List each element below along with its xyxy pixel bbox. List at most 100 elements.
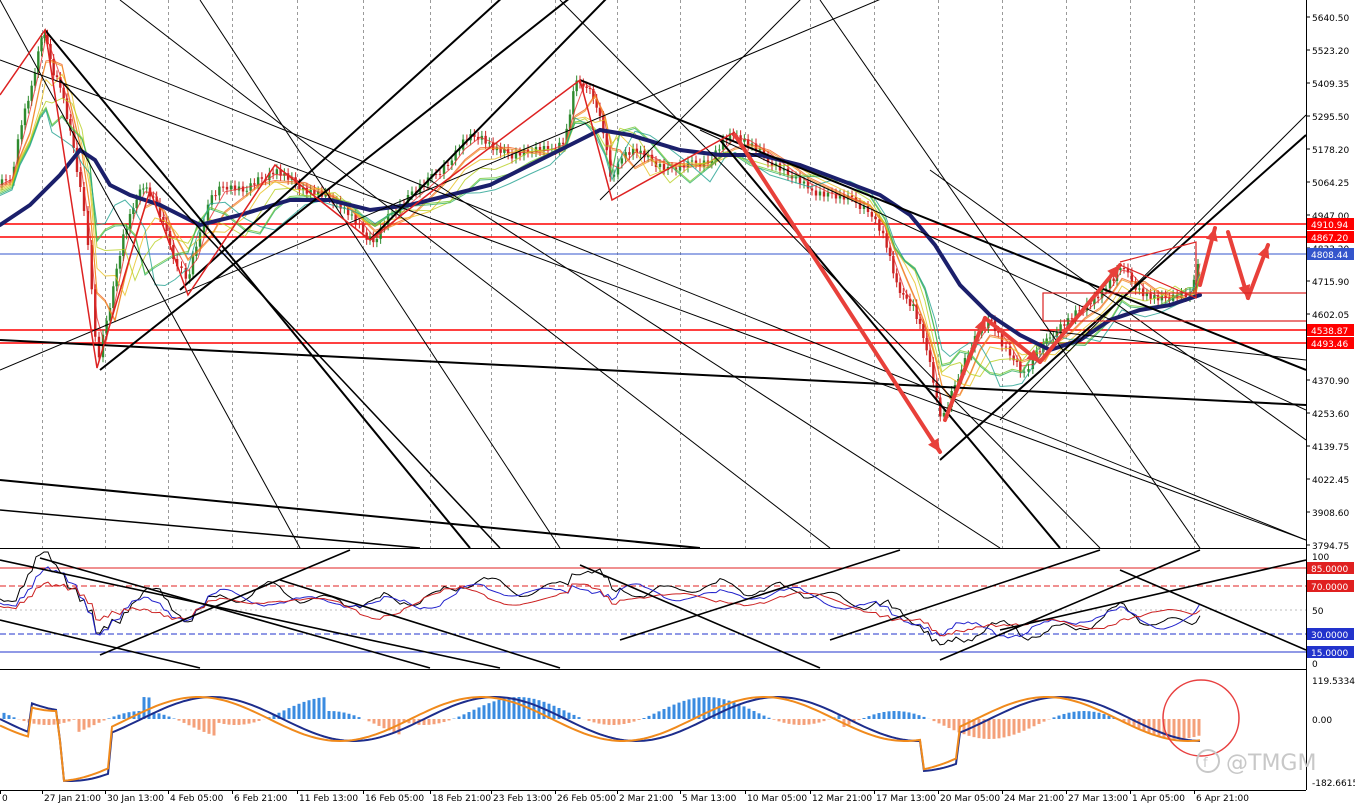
candle-body [1097,297,1099,299]
candle-body [663,164,665,170]
macd-histogram-bar [603,719,606,724]
time-tick-label: 30 Jan 13:00 [107,794,164,804]
macd-histogram-bar [788,719,791,724]
macd-histogram-bar [733,702,736,719]
candle-body [119,256,121,269]
macd-histogram-bar [653,714,656,719]
macd-histogram-bar [213,719,216,736]
macd-histogram-bar [613,719,616,725]
macd-histogram-bar [923,717,926,719]
macd-histogram-bar [228,719,231,725]
macd-histogram-bar [318,698,321,719]
candle-body [358,224,360,225]
candle-body [222,187,224,188]
macd-histogram-bar [93,719,96,725]
macd-histogram-bar [738,704,741,719]
candle-body [351,215,353,216]
candle-body [1009,347,1011,356]
price-tick-label: 4370.90 [1312,377,1349,387]
macd-histogram-bar [1083,711,1086,719]
macd-histogram-bar [253,719,256,722]
candle-body [27,101,29,109]
macd-histogram-bar [83,719,86,730]
macd-histogram-bar [888,711,891,719]
macd-histogram-bar [973,719,976,737]
price-tick-label: 4602.05 [1312,311,1349,321]
macd-histogram-bar [1073,712,1076,719]
candle-body [214,195,216,196]
macd-histogram-bar [903,712,906,719]
macd-histogram-bar [188,719,191,725]
price-tick-label: 5178.20 [1312,146,1349,156]
macd-histogram-bar [173,718,176,719]
candle-body [936,383,938,398]
macd-histogram-bar [203,719,206,732]
macd-histogram-bar [338,712,341,719]
macd-histogram-bar [218,719,221,723]
candle-body [1049,338,1051,339]
candle-body [257,177,259,185]
macd-histogram-bar [298,704,301,719]
macd-histogram-bar [943,719,946,726]
macd-histogram-bar [468,712,471,719]
oscillator-level-label: 70.0000 [1311,583,1348,593]
candle-body [1138,288,1140,289]
macd-histogram-bar [13,717,16,719]
macd-histogram-bar [48,719,51,725]
macd-histogram-bar [43,719,46,725]
macd-histogram-bar [1023,719,1026,731]
macd-histogram-bar [433,719,436,724]
macd-histogram-bar [538,700,541,719]
time-tick-label: 4 Feb 05:00 [170,794,224,804]
macd-histogram-bar [863,718,866,719]
candle-body [803,182,805,184]
candle-body [411,192,413,196]
macd-histogram-bar [478,707,481,719]
macd-histogram-bar [598,719,601,724]
candle-body [40,38,42,51]
macd-histogram-bar [1148,719,1151,733]
candle-body [1123,268,1125,269]
macd-histogram-bar [578,717,581,719]
macd-histogram-bar [1078,711,1081,719]
macd-histogram-bar [233,719,236,725]
macd-histogram-bar [1188,719,1191,738]
macd-histogram-bar [648,716,651,719]
price-tag-label: 4493.46 [1311,340,1348,350]
price-tick-label: 3794.75 [1312,542,1349,552]
macd-histogram-bar [123,713,126,719]
candle-body [56,75,58,77]
macd-histogram-bar [73,719,76,720]
macd-histogram-bar [498,700,501,719]
candle-body [145,188,147,189]
candle-body [871,212,873,217]
macd-histogram-bar [678,703,681,719]
macd-histogram-bar [1008,719,1011,736]
time-tick-label: 27 Jan 21:00 [44,794,101,804]
macd-histogram-bar [143,697,146,719]
macd-histogram-bar [373,719,376,724]
macd-histogram-bar [33,719,36,724]
candle-body [230,186,232,190]
macd-histogram-bar [823,719,826,721]
candle-body [851,196,853,198]
macd-histogram-bar [183,719,186,723]
price-tick-label: 5295.50 [1312,113,1349,123]
candle-body [919,319,921,324]
macd-histogram-bar [258,719,261,721]
macd-tick-label: 0.00 [1312,716,1332,726]
time-tick-label: 6 Feb 21:00 [234,794,288,804]
macd-histogram-bar [683,701,686,719]
oscillator-level-label: 15.0000 [1311,649,1348,659]
macd-histogram-bar [493,701,496,719]
macd-histogram-bar [458,717,461,719]
macd-histogram-bar [378,719,381,726]
time-tick-label: 11 Feb 13:00 [299,794,358,804]
oscillator-tick-label: 50 [1312,607,1324,617]
macd-histogram-bar [238,719,241,725]
macd-histogram-bar [348,714,351,719]
candle-body [874,217,876,220]
macd-histogram-bar [658,711,661,719]
candle-body [659,164,661,167]
